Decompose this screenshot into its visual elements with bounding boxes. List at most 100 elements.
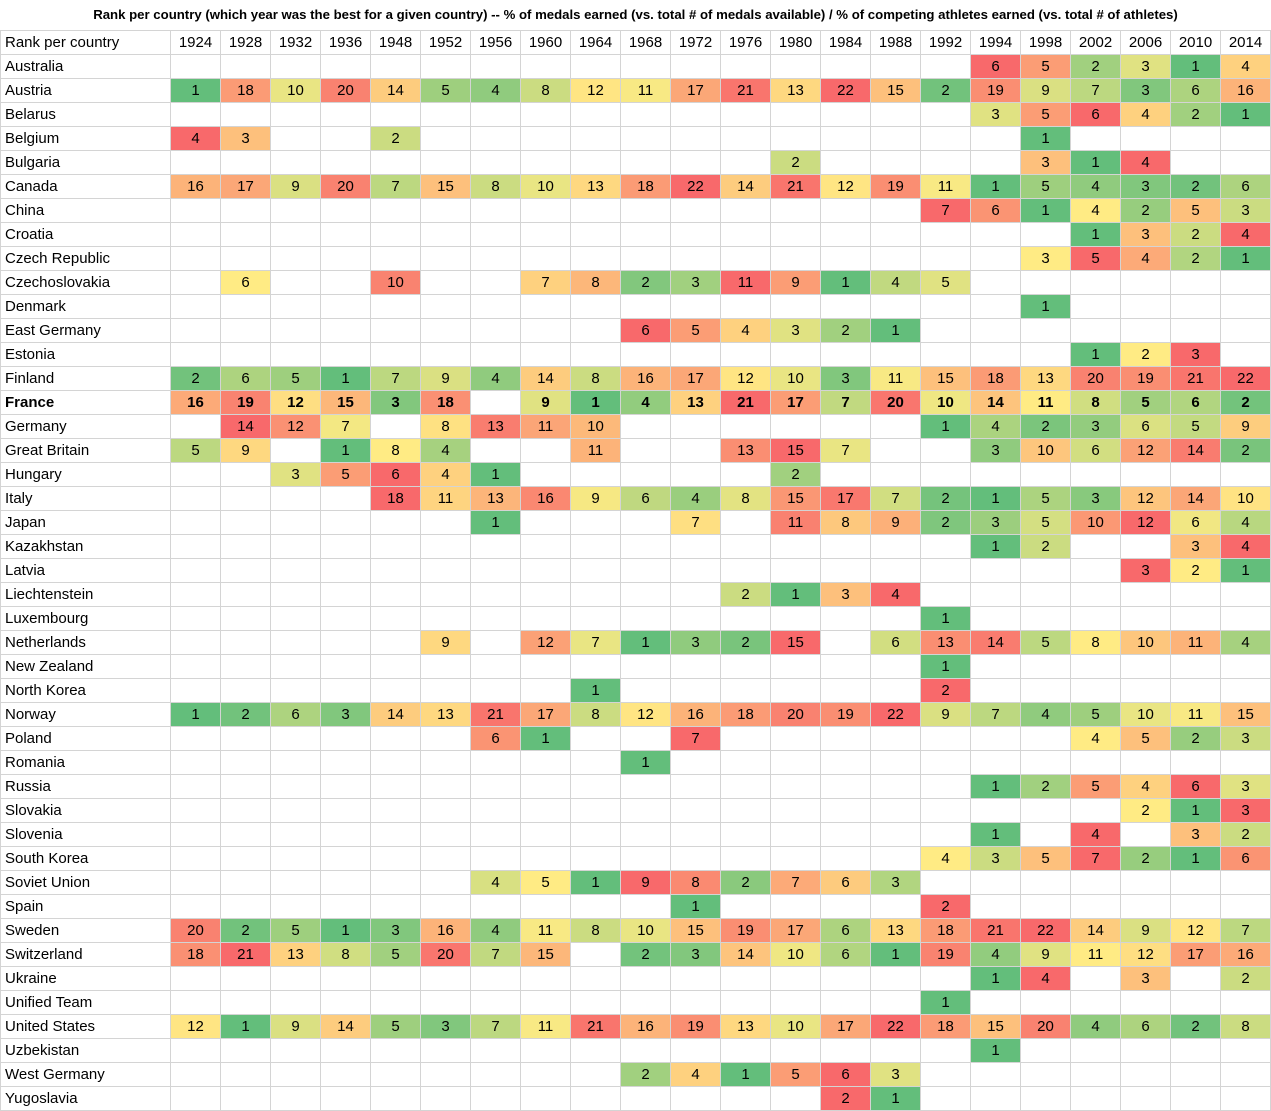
rank-cell [420,774,471,799]
rank-cell [570,54,621,79]
rank-cell [220,894,271,919]
rank-cell [570,582,621,607]
rank-cell [570,894,621,919]
rank-cell [820,54,871,79]
rank-cell [470,822,521,847]
rank-cell: 5 [370,1014,421,1039]
rank-cell [920,870,971,895]
country-row: Austria 1 18 10 20 14 5 4 8 12 11 17 21 13 22 15 2 19 9 7 3 6… [0,78,1271,103]
rank-cell [1020,654,1071,679]
rank-cell [220,846,271,871]
rank-cell [1070,558,1121,583]
rank-cell [670,654,721,679]
rank-cell: 11 [620,78,671,103]
rank-cell [370,870,421,895]
rank-cell [270,966,321,991]
rank-cell: 9 [920,702,971,727]
rank-cell: 14 [1170,438,1221,463]
rank-cell: 10 [1020,438,1071,463]
year-header: 1960 [520,30,571,55]
rank-cell: 2 [620,270,671,295]
rank-cell: 1 [320,366,371,391]
rank-cell: 18 [420,390,471,415]
rank-cell: 19 [970,78,1021,103]
rank-cell [220,1062,271,1087]
rank-cell [570,318,621,343]
rank-cell [370,750,421,775]
rank-cell [720,246,771,271]
rank-cell [770,198,821,223]
rank-cell: 9 [1020,78,1071,103]
rank-cell: 12 [520,630,571,655]
rank-cell: 1 [920,654,971,679]
rank-cell: 2 [1220,438,1271,463]
rank-cell: 17 [670,78,721,103]
rank-cell [1020,894,1071,919]
rank-cell [170,54,221,79]
rank-cell: 16 [620,1014,671,1039]
rank-cell [320,150,371,175]
rank-cell: 22 [870,1014,921,1039]
rank-cell: 6 [1120,1014,1171,1039]
country-label: United States [0,1014,171,1039]
rank-cell: 17 [820,486,871,511]
rank-cell [570,606,621,631]
year-header: 1924 [170,30,221,55]
rank-cell [220,198,271,223]
country-row: Uzbekistan 1 [0,1038,1271,1063]
rank-cell: 1 [1170,54,1221,79]
rank-cell [720,54,771,79]
rank-cell: 3 [1120,78,1171,103]
rank-cell [570,246,621,271]
rank-cell [570,198,621,223]
rank-cell [820,222,871,247]
rank-cell: 10 [770,942,821,967]
rank-cell [770,1038,821,1063]
rank-cell: 4 [1120,102,1171,127]
rank-cell: 4 [670,1062,721,1087]
rank-cell [920,294,971,319]
country-label: Canada [0,174,171,199]
rank-cell: 9 [520,390,571,415]
rank-cell [1020,1086,1071,1111]
rank-cell: 5 [270,918,321,943]
year-header: 1928 [220,30,271,55]
rank-cell [670,582,721,607]
rank-cell: 1 [870,942,921,967]
rank-cell: 21 [570,1014,621,1039]
rank-cell: 5 [1020,846,1071,871]
rank-cell [570,846,621,871]
rank-cell [320,342,371,367]
rank-cell: 1 [520,726,571,751]
rank-cell [770,606,821,631]
rank-cell: 1 [920,990,971,1015]
rank-cell [370,678,421,703]
rank-cell [220,222,271,247]
rank-cell: 1 [970,822,1021,847]
rank-cell [620,582,671,607]
rank-cell [320,510,371,535]
rank-cell: 2 [1220,390,1271,415]
rank-cell [970,462,1021,487]
rank-cell: 1 [770,582,821,607]
year-header: 1952 [420,30,471,55]
rank-cell [320,318,371,343]
rank-cell: 19 [920,942,971,967]
rank-cell: 2 [1220,822,1271,847]
rank-cell: 5 [1120,390,1171,415]
rank-cell: 3 [1220,774,1271,799]
rank-cell: 20 [1020,1014,1071,1039]
rank-cell [720,654,771,679]
rank-cell: 15 [770,438,821,463]
rank-cell [620,510,671,535]
rank-cell: 22 [1020,918,1071,943]
rank-cell: 2 [1120,846,1171,871]
rank-cell [170,1086,221,1111]
rank-cell [320,846,371,871]
rank-cell [970,150,1021,175]
rank-cell: 1 [870,1086,921,1111]
rank-cell: 2 [920,486,971,511]
country-label: North Korea [0,678,171,703]
rank-cell [470,534,521,559]
rank-cell [570,942,621,967]
